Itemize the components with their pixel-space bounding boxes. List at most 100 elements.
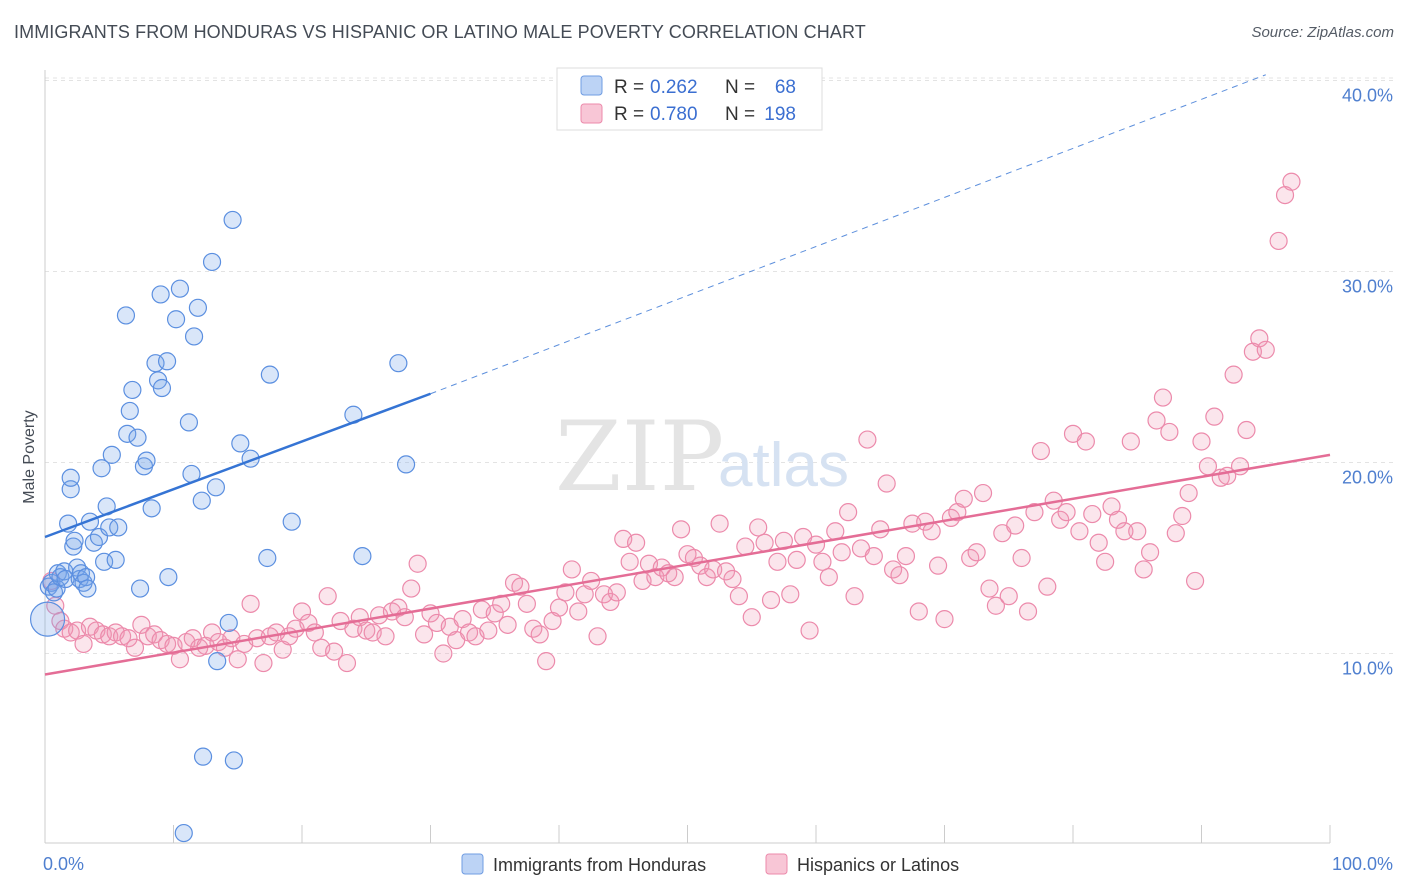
hispanics-point-59	[414, 625, 434, 644]
hispanics-point-14	[125, 638, 145, 657]
watermark-zip: ZIP	[555, 401, 724, 513]
series-legend-label-honduras: Immigrants from Honduras	[493, 855, 706, 875]
hispanics-point-4	[61, 623, 80, 642]
legend-swatch-blue	[580, 75, 603, 96]
chart-title: IMMIGRANTS FROM HONDURAS VS HISPANIC OR …	[14, 22, 866, 42]
trend-lines	[44, 74, 1331, 676]
hispanics-point-171	[1134, 560, 1153, 579]
series-legend-swatch-pink	[765, 853, 788, 875]
hispanics-point-146	[973, 483, 993, 503]
honduras-point-0	[29, 601, 66, 637]
honduras-point-64	[282, 512, 301, 531]
hispanics-point-164	[1089, 533, 1108, 552]
hispanics-point-40	[292, 602, 312, 621]
hispanics-point-172	[1140, 543, 1160, 562]
hispanics-point-111	[749, 518, 768, 537]
hispanics-point-106	[716, 562, 736, 581]
hispanics-point-58	[408, 554, 427, 573]
y-tick-label-1: 20.0%	[1342, 468, 1393, 488]
honduras-point-23	[92, 459, 111, 478]
honduras-point-29	[109, 518, 128, 537]
hispanics-point-15	[132, 615, 151, 634]
honduras-point-28	[106, 550, 125, 570]
hispanics-point-161	[1070, 522, 1089, 541]
hispanics-point-134	[896, 546, 916, 566]
honduras-point-11	[61, 468, 80, 487]
hispanics-point-145	[967, 543, 986, 562]
hispanics-point-74	[511, 577, 530, 596]
hispanics-point-92	[626, 533, 646, 552]
hispanics-point-122	[819, 567, 838, 587]
hispanics-point-57	[402, 579, 421, 598]
hispanics-point-78	[537, 652, 556, 671]
honduras-point-32	[120, 401, 139, 421]
hispanics-point-138	[922, 522, 941, 541]
hispanics-point-116	[781, 585, 800, 604]
honduras-point-44	[159, 567, 178, 587]
hispanics-point-151	[1006, 516, 1025, 535]
hispanics-point-89	[607, 583, 626, 602]
hispanics-point-77	[530, 625, 549, 644]
hispanics-point-119	[800, 621, 819, 640]
hispanics-point-189	[1250, 329, 1269, 348]
honduras-point-31	[118, 424, 137, 443]
honduras-point-45	[166, 310, 186, 329]
hispanics-point-125	[839, 503, 858, 522]
honduras-point-52	[192, 491, 211, 510]
hispanics-point-154	[1025, 503, 1044, 522]
legend-swatch-pink	[580, 103, 603, 124]
hispanics-point-136	[909, 602, 928, 621]
hispanics-point-180	[1192, 432, 1211, 451]
series-hispanics-points	[42, 172, 1301, 673]
hispanics-point-133	[890, 566, 909, 585]
hispanics-point-91	[620, 552, 639, 571]
hispanics-point-169	[1121, 432, 1140, 451]
x-tick-label-0: 0.0%	[43, 854, 84, 874]
hispanics-point-148	[986, 596, 1006, 615]
watermark: ZIP atlas	[555, 401, 849, 513]
honduras-point-41	[151, 285, 170, 304]
x-tick-labels: 0.0% 100.0%	[43, 854, 1393, 874]
honduras-point-48	[179, 413, 199, 432]
hispanics-point-167	[1108, 510, 1128, 529]
hispanics-point-131	[877, 474, 896, 493]
hispanics-point-113	[761, 590, 781, 610]
hispanics-point-70	[485, 604, 504, 623]
hispanics-point-177	[1173, 506, 1192, 526]
honduras-point-56	[208, 652, 227, 671]
hispanics-point-41	[299, 613, 318, 633]
hispanics-point-47	[337, 653, 357, 673]
legend-r-label-1: R =	[614, 77, 644, 98]
hispanics-point-30	[228, 650, 247, 669]
honduras-trend-extension	[430, 74, 1266, 395]
hispanics-point-147	[980, 579, 999, 598]
honduras-point-50	[184, 327, 204, 346]
hispanics-point-82	[562, 560, 581, 579]
honduras-point-19	[78, 579, 97, 598]
hispanics-point-176	[1166, 524, 1185, 543]
honduras-point-51	[188, 298, 208, 317]
hispanics-point-150	[999, 587, 1018, 606]
hispanics-point-53	[376, 627, 395, 646]
honduras-point-46	[170, 279, 190, 298]
hispanics-point-114	[768, 552, 787, 571]
honduras-point-53	[193, 747, 213, 766]
hispanics-point-32	[241, 594, 260, 613]
hispanics-point-34	[254, 653, 273, 673]
honduras-point-30	[116, 306, 136, 325]
honduras-point-58	[223, 210, 242, 230]
hispanics-point-179	[1185, 571, 1205, 591]
hispanics-point-50	[357, 621, 376, 640]
legend-n-value-2: 198	[764, 104, 796, 125]
hispanics-point-182	[1205, 407, 1224, 426]
honduras-trend-line	[44, 392, 431, 539]
watermark-atlas: atlas	[718, 431, 849, 500]
hispanics-point-143	[954, 489, 973, 508]
honduras-point-12	[64, 537, 83, 556]
hispanics-point-193	[1282, 172, 1301, 191]
honduras-point-33	[123, 380, 142, 400]
y-tick-label-3: 40.0%	[1342, 86, 1393, 106]
honduras-point-67	[389, 354, 408, 373]
hispanics-point-163	[1083, 504, 1102, 524]
hispanics-trend-line	[44, 453, 1331, 676]
